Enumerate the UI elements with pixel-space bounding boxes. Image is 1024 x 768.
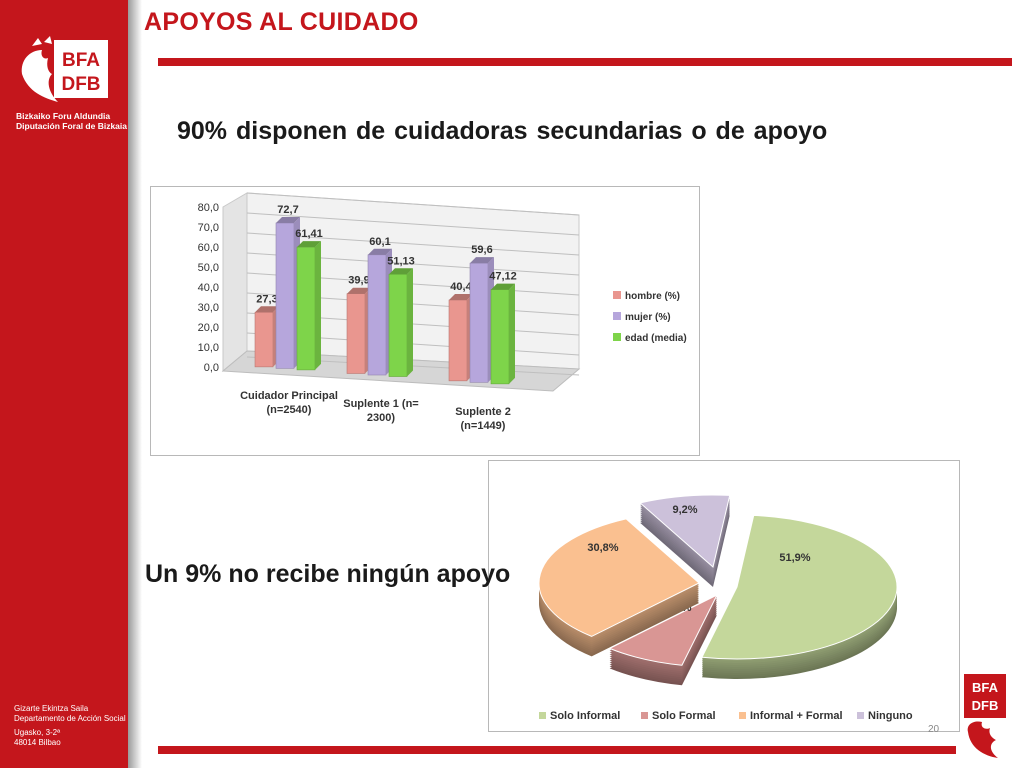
gridline xyxy=(246,232,580,256)
bar-chart-panel: 0,0 10,0 20,0 30,0 40,0 50,0 60,0 70,0 80,0 27,3 7… xyxy=(150,186,700,456)
legend-swatch xyxy=(613,291,621,299)
bar-hombre xyxy=(448,299,468,382)
y-tick-label: 30,0 xyxy=(198,302,219,314)
bar-top xyxy=(368,248,392,255)
legend-label: Ninguno xyxy=(868,710,913,722)
bar-side xyxy=(407,268,413,377)
legend-label: Solo Informal xyxy=(550,710,620,722)
gridline xyxy=(246,212,580,236)
organization-name: Bizkaiko Foru Aldundia Diputación Foral … xyxy=(16,111,127,131)
x-category-label: Suplente 1 (n= xyxy=(343,398,419,410)
svg-text:BFA: BFA xyxy=(62,50,100,71)
bar-side xyxy=(315,241,321,370)
pie-slice-solo-informal xyxy=(701,514,898,660)
department-info: Gizarte Ekintza Saila Departamento de Ac… xyxy=(14,704,126,748)
data-label: 59,6 xyxy=(471,244,492,256)
svg-text:BFA: BFA xyxy=(972,680,999,695)
bar-mujer xyxy=(275,222,295,369)
dept-line-3: Ugasko, 3-2ª xyxy=(14,728,61,737)
pie-data-label: 30,8% xyxy=(587,542,618,554)
pie-slice-solo-formal xyxy=(608,593,719,666)
legend-label: hombre (%) xyxy=(625,291,680,302)
legend-swatch xyxy=(613,333,621,341)
x-category-label: 2300) xyxy=(367,412,395,424)
y-tick-label: 10,0 xyxy=(198,342,219,354)
y-tick-label: 0,0 xyxy=(204,362,219,374)
bottom-divider xyxy=(158,746,956,754)
bar-edad xyxy=(490,289,510,385)
data-label: 39,9 xyxy=(348,275,369,287)
pie-slice-informal-formal xyxy=(538,518,700,637)
top-divider xyxy=(158,58,1012,66)
bar-top xyxy=(255,306,279,313)
legend-swatch xyxy=(641,712,648,719)
data-label: 51,13 xyxy=(387,255,415,267)
data-label: 61,41 xyxy=(295,228,323,240)
legend-swatch xyxy=(613,312,621,320)
no-support-statement: Un 9% no recibe ningún apoyo xyxy=(145,560,511,588)
data-label: 60,1 xyxy=(369,236,390,248)
bar-top xyxy=(470,257,494,264)
data-label: 27,3 xyxy=(256,293,277,305)
bar-hombre xyxy=(346,293,366,374)
legend-label: edad (media) xyxy=(625,333,687,344)
bfa-logo-small: BFA DFB xyxy=(962,672,1008,760)
bar-top xyxy=(389,268,413,275)
bar-edad xyxy=(388,273,408,377)
gridline xyxy=(246,192,580,216)
pie-slice-ninguno xyxy=(639,494,731,568)
data-label: 47,12 xyxy=(489,271,517,283)
legend-label: Solo Formal xyxy=(652,710,716,722)
bar-mujer xyxy=(367,254,387,376)
y-tick-label: 50,0 xyxy=(198,262,219,274)
bfa-logo: BFA DFB xyxy=(18,36,110,104)
bar-chart: 0,0 10,0 20,0 30,0 40,0 50,0 60,0 70,0 80,0 27,3 7… xyxy=(198,192,687,432)
pie-data-label: 9,2% xyxy=(672,504,697,516)
org-name-line-2: Diputación Foral de Bizkaia xyxy=(16,121,127,131)
y-tick-label: 80,0 xyxy=(198,202,219,214)
dept-line-1: Gizarte Ekintza Saila xyxy=(14,704,89,713)
dept-line-2: Departamento de Acción Social xyxy=(14,714,126,723)
slide-title: APOYOS AL CUIDADO xyxy=(144,8,419,36)
bar-top xyxy=(449,294,473,301)
side-wall xyxy=(222,192,248,373)
bar-top xyxy=(347,287,371,294)
x-category-label: Cuidador Principal xyxy=(240,390,338,402)
svg-text:DFB: DFB xyxy=(61,74,100,95)
legend-label: mujer (%) xyxy=(625,312,671,323)
sidebar-shadow xyxy=(128,0,142,768)
legend-swatch xyxy=(539,712,546,719)
legend-label: Informal + Formal xyxy=(750,710,843,722)
bar-hombre xyxy=(254,311,274,368)
y-tick-label: 40,0 xyxy=(198,282,219,294)
page-number: 20 xyxy=(928,724,940,735)
x-category-label: Suplente 2 xyxy=(455,406,511,418)
slide-subtitle: 90% disponen de cuidadoras secundarias o… xyxy=(177,117,828,145)
bar-mujer xyxy=(469,262,489,383)
bar-top xyxy=(491,283,515,290)
pie-data-label: 51,9% xyxy=(779,552,810,564)
x-category-label: (n=2540) xyxy=(267,404,312,416)
org-name-line-1: Bizkaiko Foru Aldundia xyxy=(16,111,111,121)
data-label: 72,7 xyxy=(277,204,298,216)
y-tick-label: 60,0 xyxy=(198,242,219,254)
bar-top xyxy=(297,241,321,248)
sidebar: BFA DFB Bizkaiko Foru Aldundia Diputació… xyxy=(0,0,128,768)
bar-edad xyxy=(296,246,316,371)
y-tick-label: 20,0 xyxy=(198,322,219,334)
legend-swatch xyxy=(739,712,746,719)
svg-text:DFB: DFB xyxy=(972,698,999,713)
y-tick-label: 70,0 xyxy=(198,222,219,234)
data-label: 40,4 xyxy=(450,281,472,293)
legend-swatch xyxy=(857,712,864,719)
bar-side xyxy=(509,283,515,384)
dept-line-4: 48014 Bilbao xyxy=(14,738,61,747)
x-category-label: (n=1449) xyxy=(461,420,506,432)
bar-top xyxy=(276,216,300,223)
